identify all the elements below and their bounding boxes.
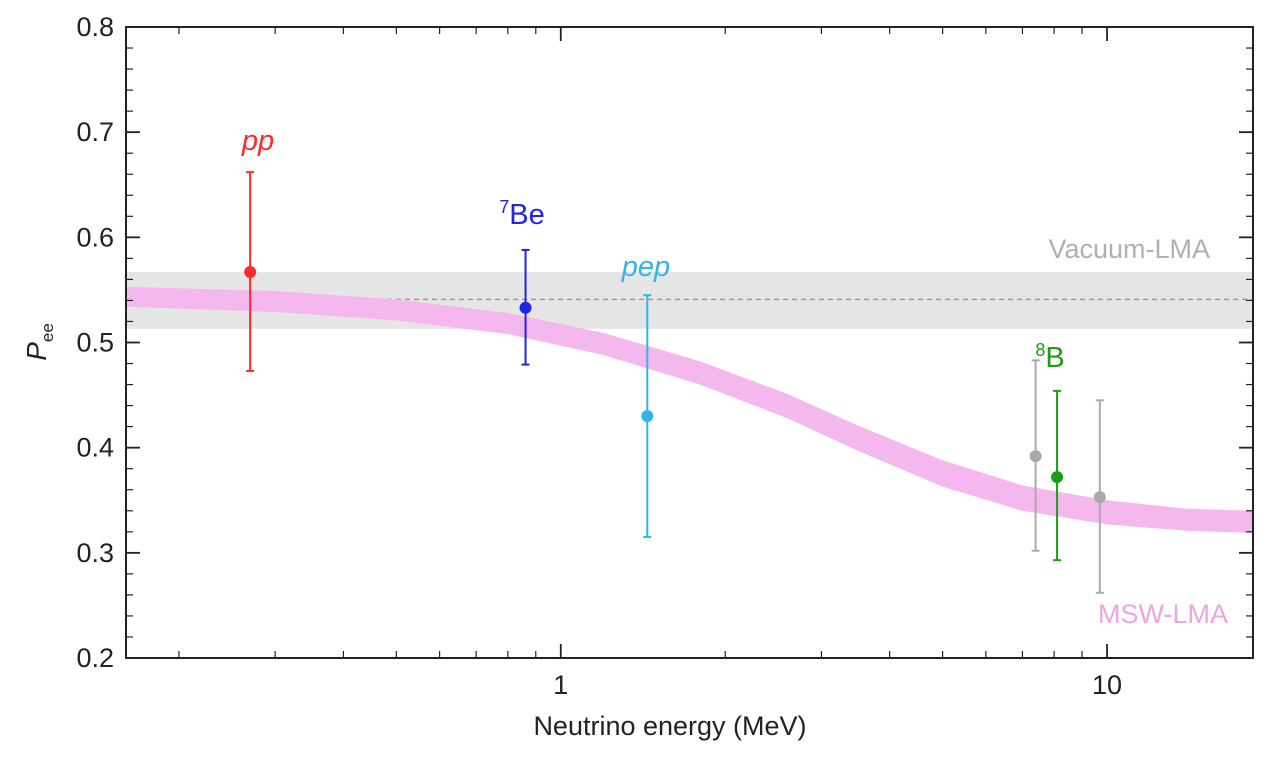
msw-lma-label: MSW-LMA (1098, 599, 1228, 629)
pep-point (641, 410, 654, 423)
y-axis-label-main: P (21, 342, 52, 361)
bands-layer (126, 272, 1253, 533)
x-axis-label: Neutrino energy (MeV) (533, 711, 806, 741)
y-tick-label: 0.4 (76, 433, 114, 463)
gray-2-point (1093, 491, 1106, 504)
y-tick-label: 0.3 (76, 538, 114, 568)
x-tick-label: 1 (553, 670, 568, 700)
b8-point (1051, 471, 1064, 484)
y-axis-label: Pee (21, 323, 57, 361)
b8-label-main: B (1045, 342, 1064, 374)
y-tick-label: 0.5 (76, 328, 114, 358)
pp-point (244, 266, 257, 279)
y-tick-label: 0.7 (76, 117, 114, 147)
be7-label-superscript: 7 (499, 197, 509, 217)
be7-label: 7Be (499, 197, 545, 231)
msw-lma-band (126, 286, 1253, 533)
y-tick-label: 0.8 (76, 12, 114, 42)
y-axis-label-subscript: ee (38, 323, 57, 342)
pep-label: pep (621, 251, 670, 283)
plot-frame (125, 26, 1254, 659)
b8-label-superscript: 8 (1035, 340, 1045, 360)
y-tick-label: 0.6 (76, 222, 114, 252)
b8-label: 8B (1035, 340, 1064, 374)
be7-label-main: Be (509, 199, 544, 231)
gray-1-point (1029, 450, 1042, 463)
be7-point (519, 301, 532, 314)
labels-layer: pp 7Be pep 8B (241, 125, 1065, 374)
points-layer (244, 171, 1106, 594)
y-tick-label: 0.2 (76, 643, 114, 673)
pp-label: pp (241, 125, 274, 157)
ticks-layer: 0.2 0.3 0.4 0.5 0.6 0.7 0.8 1 10 (76, 12, 1253, 700)
x-tick-label: 10 (1092, 670, 1122, 700)
vacuum-lma-label: Vacuum-LMA (1048, 234, 1210, 264)
